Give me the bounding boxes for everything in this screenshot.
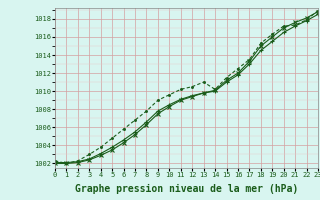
X-axis label: Graphe pression niveau de la mer (hPa): Graphe pression niveau de la mer (hPa) — [75, 184, 298, 194]
